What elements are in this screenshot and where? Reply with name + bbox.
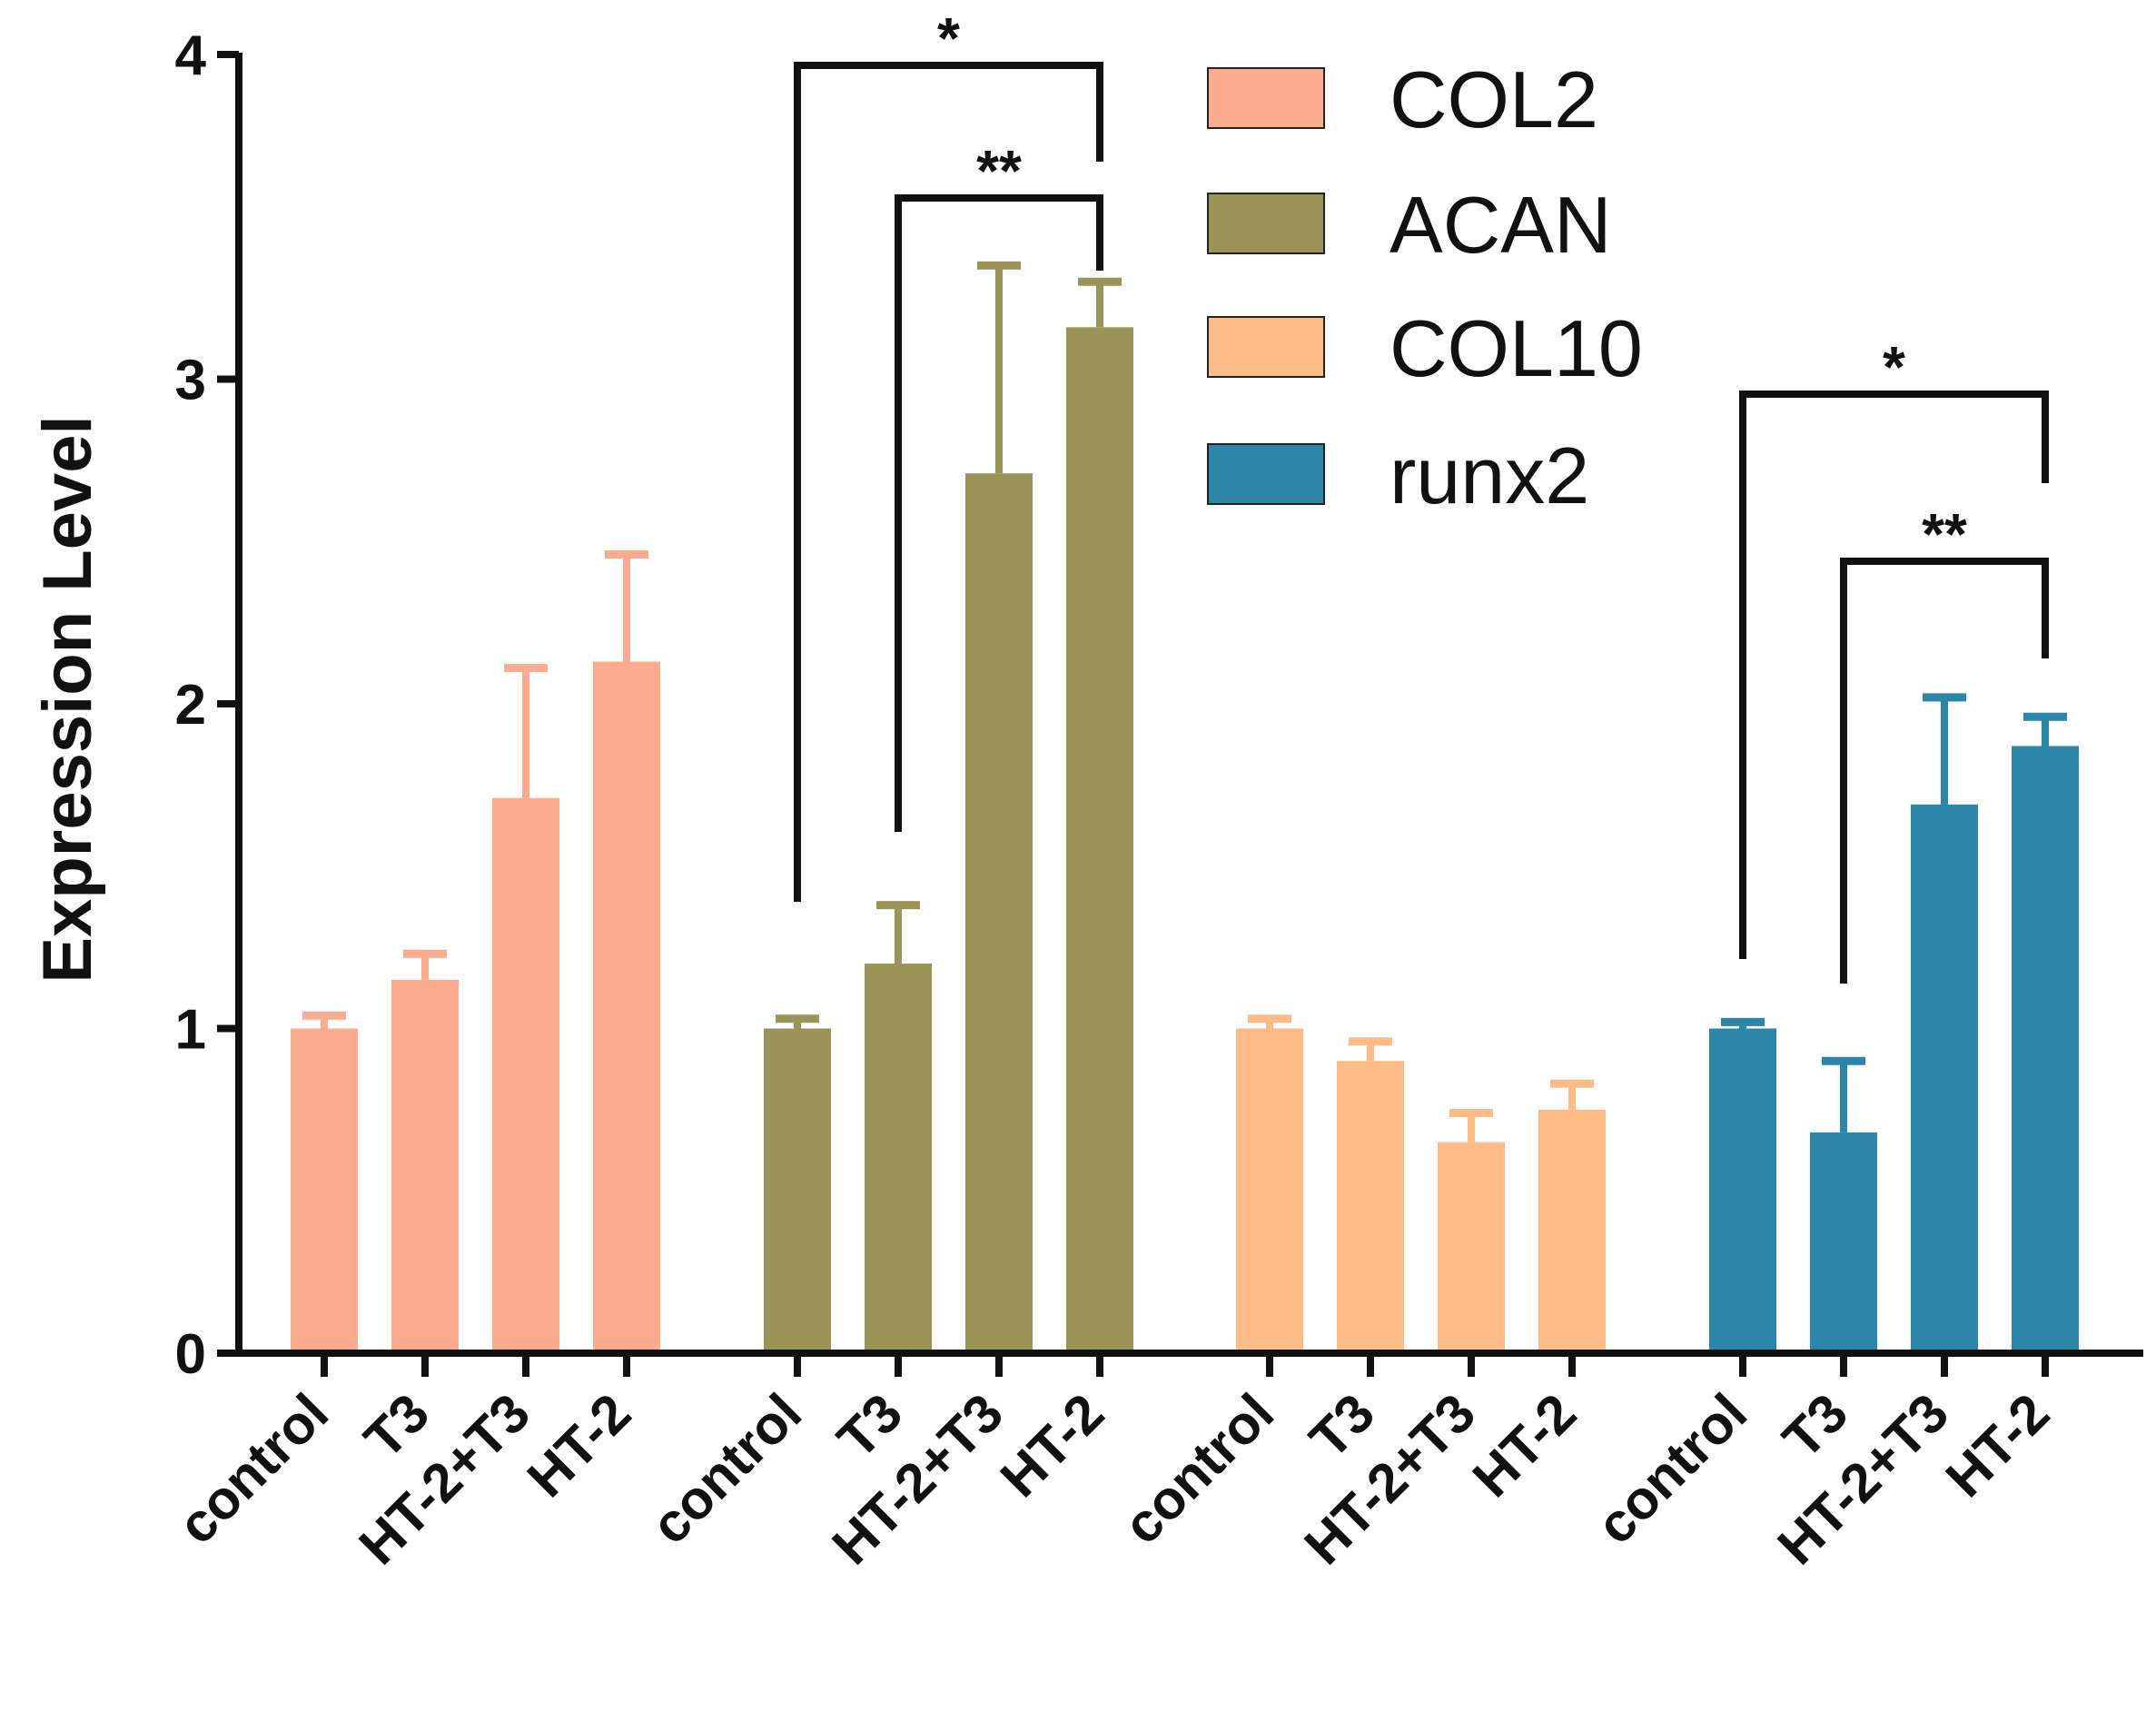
bar-acan-control bbox=[764, 1028, 831, 1353]
significance-bracket-runx2-2 bbox=[1739, 391, 2049, 959]
y-axis-label: Expression Level bbox=[29, 415, 106, 983]
y-tick-label-0: 0 bbox=[175, 1323, 206, 1386]
bar-acan-ht-2-t3 bbox=[965, 473, 1033, 1353]
x-tick-label-col10-control: control bbox=[1112, 1382, 1285, 1556]
x-tick-label-acan-control: control bbox=[639, 1382, 813, 1556]
significance-label-runx2-3: ** bbox=[1922, 501, 1967, 567]
legend-swatch-col10 bbox=[1207, 316, 1325, 378]
legend-swatch-col2 bbox=[1207, 67, 1325, 129]
significance-bracket-acan-0 bbox=[794, 62, 1103, 902]
bar-col2-t3 bbox=[391, 979, 459, 1353]
bar-col2-ht-2-t3 bbox=[492, 797, 559, 1353]
bar-runx2-t3 bbox=[1810, 1132, 1877, 1353]
bar-col10-control bbox=[1236, 1028, 1303, 1353]
bar-runx2-control bbox=[1709, 1028, 1776, 1353]
bars-layer bbox=[291, 327, 2079, 1353]
significance-label-acan-0: * bbox=[937, 5, 960, 71]
legend-swatch-acan bbox=[1207, 193, 1325, 254]
x-tick-label-runx2-control: control bbox=[1585, 1382, 1758, 1556]
significance-label-runx2-2: * bbox=[1883, 334, 1905, 400]
x-tick-label-col2-ht-2: HT-2 bbox=[516, 1382, 642, 1508]
legend-label-runx2: runx2 bbox=[1390, 430, 1589, 520]
legend-label-acan: ACAN bbox=[1390, 180, 1612, 270]
bar-acan-t3 bbox=[865, 964, 932, 1353]
error-bars-layer bbox=[302, 261, 2067, 1142]
bar-col10-ht-2 bbox=[1538, 1109, 1606, 1353]
significance-layer: ****** bbox=[794, 5, 2049, 984]
bar-col2-control bbox=[291, 1028, 358, 1353]
legend-swatch-runx2 bbox=[1207, 443, 1325, 505]
bar-col10-t3 bbox=[1337, 1061, 1404, 1353]
y-tick-label-1: 1 bbox=[175, 999, 206, 1062]
bar-acan-ht-2 bbox=[1066, 327, 1133, 1353]
legend: COL2 ACAN COL10 runx2 bbox=[1207, 54, 1643, 520]
legend-label-col2: COL2 bbox=[1390, 54, 1598, 144]
bar-runx2-ht-2 bbox=[2012, 746, 2079, 1353]
x-tick-label-col2-control: control bbox=[166, 1382, 340, 1556]
y-tick-label-3: 3 bbox=[175, 350, 206, 412]
y-tick-label-2: 2 bbox=[175, 674, 206, 737]
y-tick-label-4: 4 bbox=[175, 25, 207, 87]
significance-bracket-runx2-3 bbox=[1840, 558, 2049, 984]
significance-label-acan-1: ** bbox=[976, 138, 1022, 203]
bar-col2-ht-2 bbox=[593, 661, 660, 1353]
x-tick-label-col10-ht-2: HT-2 bbox=[1461, 1382, 1587, 1508]
bar-col10-ht-2-t3 bbox=[1438, 1142, 1505, 1353]
bar-runx2-ht-2-t3 bbox=[1911, 804, 1978, 1353]
x-tick-label-acan-ht-2: HT-2 bbox=[989, 1382, 1115, 1508]
x-tick-label-runx2-ht-2: HT-2 bbox=[1934, 1382, 2061, 1508]
legend-label-col10: COL10 bbox=[1390, 303, 1643, 393]
significance-bracket-acan-1 bbox=[895, 194, 1103, 832]
